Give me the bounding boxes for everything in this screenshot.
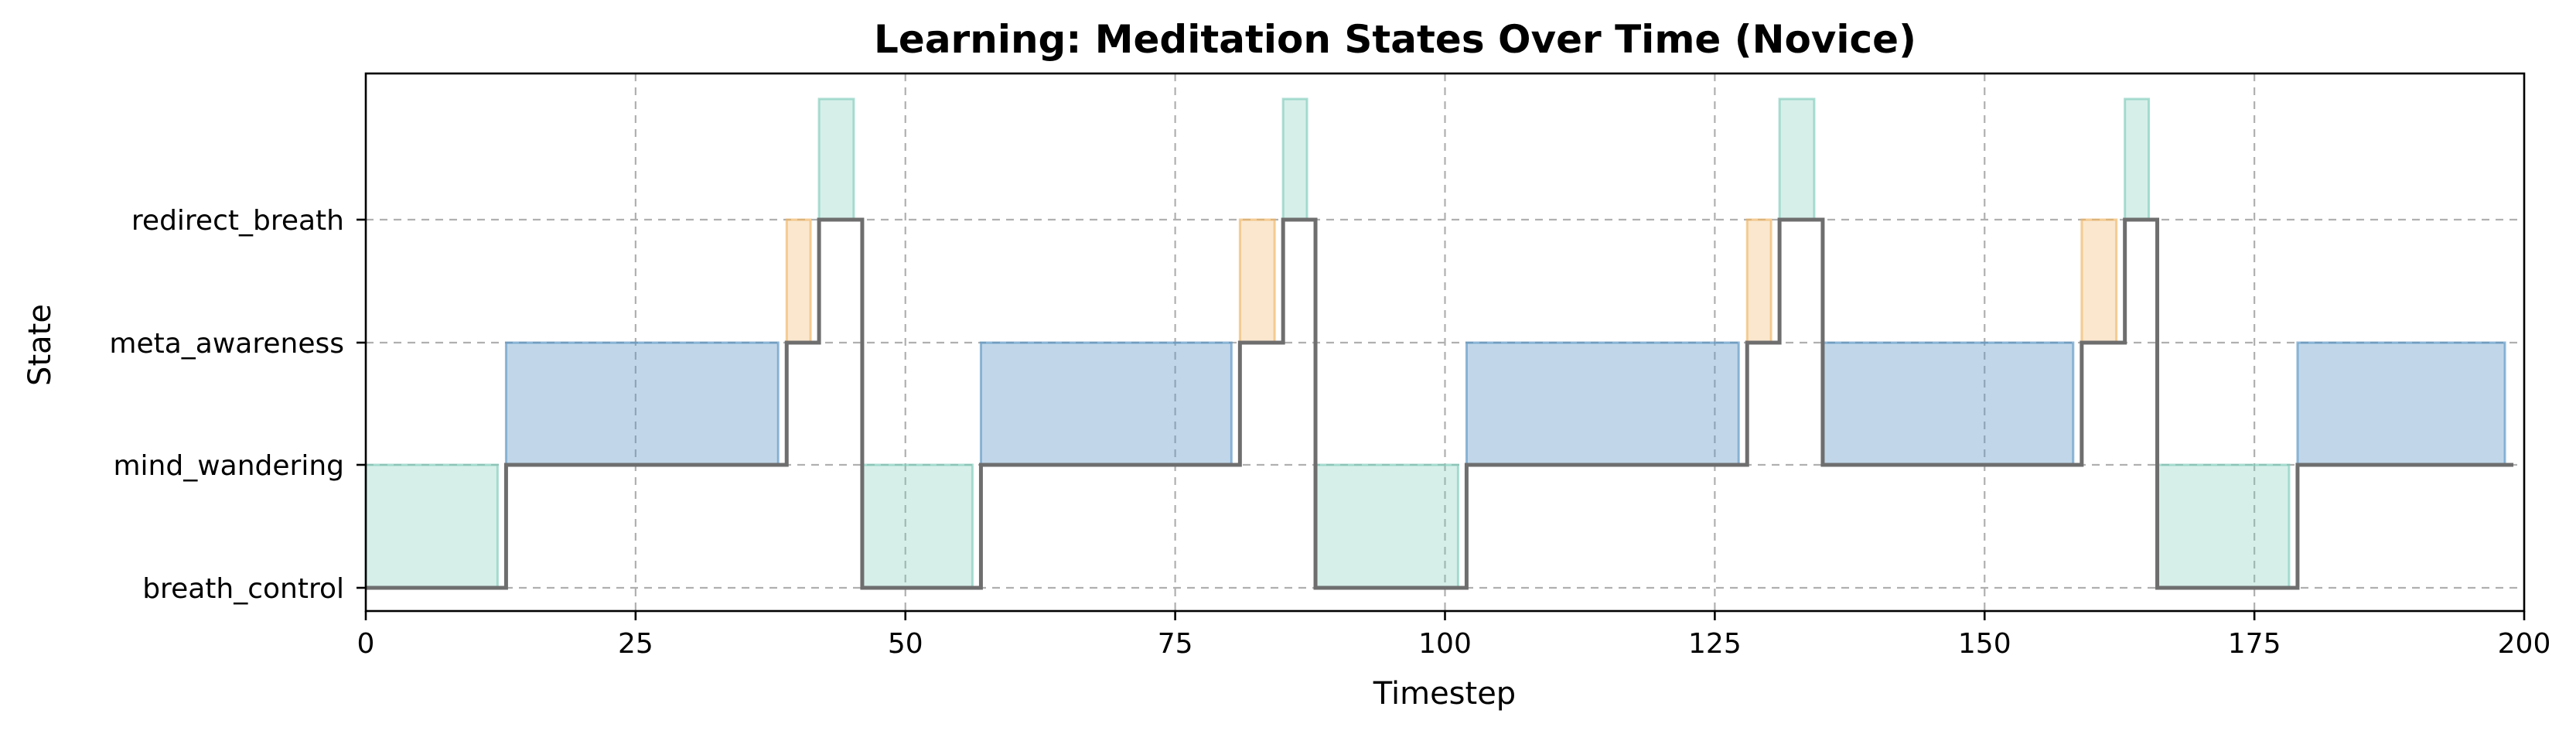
x-tick-label: 0 (357, 628, 375, 660)
x-tick-label: 25 (618, 628, 653, 660)
state-segment-redirect-breath (2124, 97, 2151, 221)
x-tick-label: 150 (1958, 628, 2011, 660)
x-tick-label: 100 (1418, 628, 1472, 660)
state-segment-mind-wandering (2296, 341, 2506, 466)
state-segment-meta-awareness (1745, 218, 1772, 344)
x-axis-label: Timestep (1373, 676, 1516, 712)
y-tick-label: mind_wandering (113, 450, 344, 482)
state-segment-mind-wandering (1465, 341, 1740, 466)
x-tick-label: 175 (2228, 628, 2281, 660)
state-segment-mind-wandering (979, 341, 1233, 466)
state-segment-meta-awareness (2080, 218, 2118, 344)
state-step-line (366, 217, 2514, 590)
state-segment-breath-control (1314, 463, 1459, 589)
x-tick-label: 75 (1158, 628, 1193, 660)
state-segment-breath-control (2156, 463, 2291, 589)
y-tick-label: breath_control (142, 573, 344, 605)
x-tick-label: 200 (2498, 628, 2551, 660)
y-tick-label: meta_awareness (109, 328, 344, 360)
state-segment-breath-control (861, 463, 974, 589)
x-tick-label: 50 (888, 628, 923, 660)
y-tick-label: redirect_breath (131, 205, 344, 237)
chart-title: Learning: Meditation States Over Time (N… (874, 17, 1916, 62)
state-segment-meta-awareness (785, 218, 812, 344)
state-segment-redirect-breath (817, 97, 855, 221)
y-axis-ticks: breath_control mind_wandering meta_awarene… (109, 205, 366, 605)
y-axis-label: State (22, 304, 58, 386)
state-segment-meta-awareness (1238, 218, 1276, 344)
state-segment-redirect-breath (1778, 97, 1816, 221)
state-segment-breath-control (364, 463, 499, 589)
state-segment-redirect-breath (1281, 97, 1308, 221)
state-fills (364, 97, 2506, 589)
state-line-layer (366, 217, 2514, 590)
x-tick-label: 125 (1688, 628, 1742, 660)
x-axis-ticks: 0 25 50 75 100 125 150 175 200 (357, 611, 2551, 660)
state-segment-mind-wandering (1821, 341, 2075, 466)
state-segment-mind-wandering (504, 341, 780, 466)
